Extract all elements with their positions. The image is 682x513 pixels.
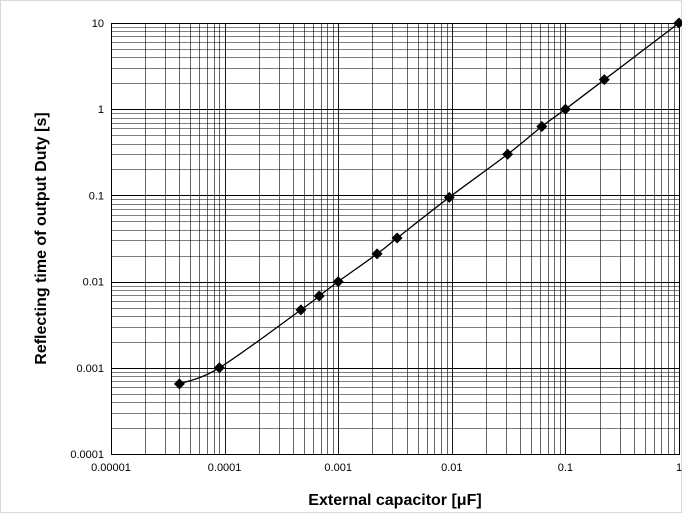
y-tick-label: 1 xyxy=(98,104,104,116)
x-tick-label: 0.00001 xyxy=(91,462,131,474)
x-tick-label: 1 xyxy=(676,462,682,474)
data-point-marker xyxy=(502,148,514,160)
x-tick-label: 0.0001 xyxy=(208,462,242,474)
data-point-marker xyxy=(391,232,403,244)
y-tick-label: 0.01 xyxy=(83,277,104,289)
data-series xyxy=(173,17,682,390)
y-axis-tick-labels: 0.0001 0.001 0.01 0.1 1 10 xyxy=(70,18,104,461)
plot-area-border xyxy=(111,23,680,455)
y-tick-label: 0.0001 xyxy=(70,449,104,461)
data-point-marker xyxy=(295,304,307,316)
data-point-marker xyxy=(173,378,185,390)
data-point-marker xyxy=(559,103,571,115)
data-point-marker xyxy=(332,276,344,288)
data-point-marker xyxy=(598,74,610,86)
data-point-marker xyxy=(313,290,325,302)
y-tick-label: 10 xyxy=(92,18,104,30)
x-tick-label: 0.1 xyxy=(558,462,573,474)
data-point-marker xyxy=(371,248,383,260)
x-axis-title: External capacitor [μF] xyxy=(308,492,481,509)
data-point-marker xyxy=(673,17,682,29)
x-tick-label: 0.001 xyxy=(324,462,352,474)
y-tick-label: 0.001 xyxy=(76,363,104,375)
data-point-marker xyxy=(536,120,548,132)
y-axis-title: Reflecting time of output Duty [s] xyxy=(33,112,50,364)
data-point-marker xyxy=(443,191,455,203)
x-axis-tick-labels: 0.00001 0.0001 0.001 0.01 0.1 1 xyxy=(91,462,682,474)
y-tick-label: 0.1 xyxy=(89,190,104,202)
data-point-marker xyxy=(213,362,225,374)
x-tick-label: 0.01 xyxy=(441,462,462,474)
